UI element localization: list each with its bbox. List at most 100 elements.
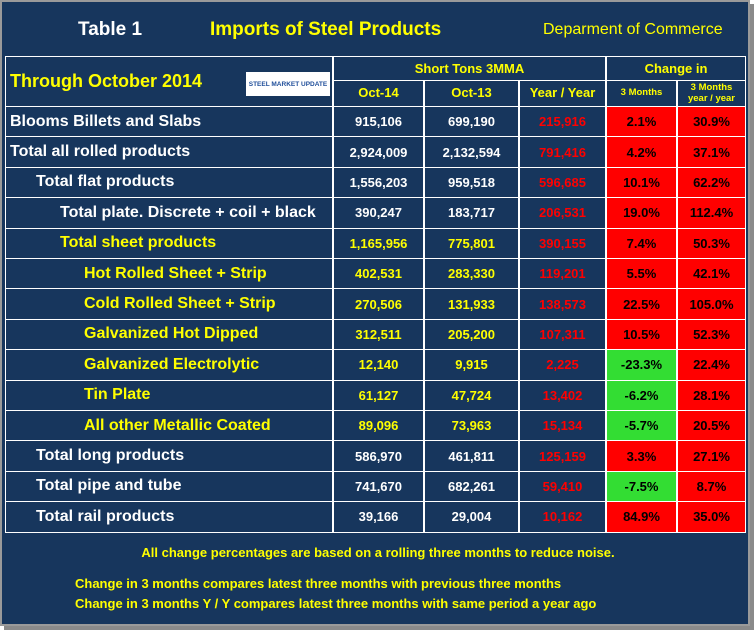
cell-value: 59,410 — [519, 470, 606, 503]
change-value: 20.5% — [677, 410, 746, 442]
cell-value: 39,166 — [333, 501, 424, 533]
row-label: Total plate. Discrete + coil + black — [5, 197, 333, 229]
cell-value: 959,518 — [424, 166, 519, 199]
row-label: Total long products — [5, 440, 333, 472]
note: All change percentages are based on a ro… — [141, 545, 615, 560]
logo: STEEL MARKET UPDATE — [246, 72, 330, 96]
cell-value: 183,717 — [424, 197, 519, 229]
cell-value: 390,247 — [333, 197, 424, 229]
change-value: 84.9% — [606, 501, 677, 533]
change-value: -7.5% — [606, 470, 677, 503]
cell-value: 461,811 — [424, 440, 519, 472]
row-label: Galvanized Electrolytic — [5, 349, 333, 381]
note: Change in 3 months compares latest three… — [75, 576, 562, 591]
column-header: Oct-13 — [424, 80, 519, 107]
change-value: 7.4% — [606, 227, 677, 259]
column-header: 3 Months — [606, 80, 677, 107]
change-value: -6.2% — [606, 379, 677, 411]
row-label: Total sheet products — [5, 227, 333, 259]
title: Imports of Steel Products — [210, 19, 442, 40]
row-label: Total flat products — [5, 166, 333, 199]
cell-value: 390,155 — [519, 227, 606, 259]
change-value: 3.3% — [606, 440, 677, 472]
cell-value: 131,933 — [424, 288, 519, 320]
cell-value: 2,132,594 — [424, 136, 519, 168]
change-value: 22.5% — [606, 288, 677, 320]
row-label: Blooms Billets and Slabs — [5, 106, 333, 138]
source: Deparment of Commerce — [543, 21, 723, 38]
change-value: 105.0% — [677, 288, 746, 320]
column-header: Year / Year — [519, 80, 606, 107]
cell-value: 12,140 — [333, 349, 424, 381]
column-header: Oct-14 — [333, 80, 424, 107]
row-label: Galvanized Hot Dipped — [5, 318, 333, 351]
cell-value: 283,330 — [424, 258, 519, 290]
change-value: 112.4% — [677, 197, 746, 229]
group-header: Change in — [606, 56, 746, 81]
cell-value: 915,106 — [333, 106, 424, 138]
change-value: 50.3% — [677, 227, 746, 259]
cell-value: 2,225 — [519, 349, 606, 381]
cell-value: 107,311 — [519, 318, 606, 351]
cell-value: 138,573 — [519, 288, 606, 320]
cell-value: 89,096 — [333, 410, 424, 442]
change-value: 62.2% — [677, 166, 746, 199]
table-label: Table 1 — [78, 19, 143, 40]
cell-value: 2,924,009 — [333, 136, 424, 168]
cell-value: 61,127 — [333, 379, 424, 411]
cell-value: 119,201 — [519, 258, 606, 290]
cell-value: 682,261 — [424, 470, 519, 503]
change-value: 42.1% — [677, 258, 746, 290]
cell-value: 29,004 — [424, 501, 519, 533]
row-label: Cold Rolled Sheet + Strip — [5, 288, 333, 320]
change-value: 10.5% — [606, 318, 677, 351]
cell-value: 9,915 — [424, 349, 519, 381]
change-value: -5.7% — [606, 410, 677, 442]
cell-value: 699,190 — [424, 106, 519, 138]
column-header: 3 Months year / year — [677, 80, 746, 107]
row-label: Total all rolled products — [5, 136, 333, 168]
change-value: 10.1% — [606, 166, 677, 199]
row-label: Total rail products — [5, 501, 333, 533]
change-value: 37.1% — [677, 136, 746, 168]
change-value: 4.2% — [606, 136, 677, 168]
cell-value: 586,970 — [333, 440, 424, 472]
cell-value: 312,511 — [333, 318, 424, 351]
cell-value: 1,556,203 — [333, 166, 424, 199]
cell-value: 47,724 — [424, 379, 519, 411]
change-value: 19.0% — [606, 197, 677, 229]
cell-value: 1,165,956 — [333, 227, 424, 259]
change-value: 30.9% — [677, 106, 746, 138]
change-value: 52.3% — [677, 318, 746, 351]
change-value: 22.4% — [677, 349, 746, 381]
change-value: 35.0% — [677, 501, 746, 533]
cell-value: 741,670 — [333, 470, 424, 503]
row-label: Hot Rolled Sheet + Strip — [5, 258, 333, 290]
change-value: -23.3% — [606, 349, 677, 381]
change-value: 5.5% — [606, 258, 677, 290]
period-cell: Through October 2014 — [5, 56, 333, 107]
period: Through October 2014 — [10, 71, 203, 91]
cell-value: 775,801 — [424, 227, 519, 259]
row-label: All other Metallic Coated — [5, 410, 333, 442]
change-value: 8.7% — [677, 470, 746, 503]
group-header: Short Tons 3MMA — [333, 56, 606, 81]
cell-value: 402,531 — [333, 258, 424, 290]
cell-value: 206,531 — [519, 197, 606, 229]
cell-value: 596,685 — [519, 166, 606, 199]
row-label: Total pipe and tube — [5, 470, 333, 503]
cell-value: 215,916 — [519, 106, 606, 138]
cell-value: 15,134 — [519, 410, 606, 442]
cell-value: 13,402 — [519, 379, 606, 411]
note: Change in 3 months Y / Y compares latest… — [75, 596, 597, 611]
cell-value: 73,963 — [424, 410, 519, 442]
row-label: Tin Plate — [5, 379, 333, 411]
cell-value: 270,506 — [333, 288, 424, 320]
change-value: 2.1% — [606, 106, 677, 138]
change-value: 27.1% — [677, 440, 746, 472]
cell-value: 205,200 — [424, 318, 519, 351]
cell-value: 125,159 — [519, 440, 606, 472]
change-value: 28.1% — [677, 379, 746, 411]
